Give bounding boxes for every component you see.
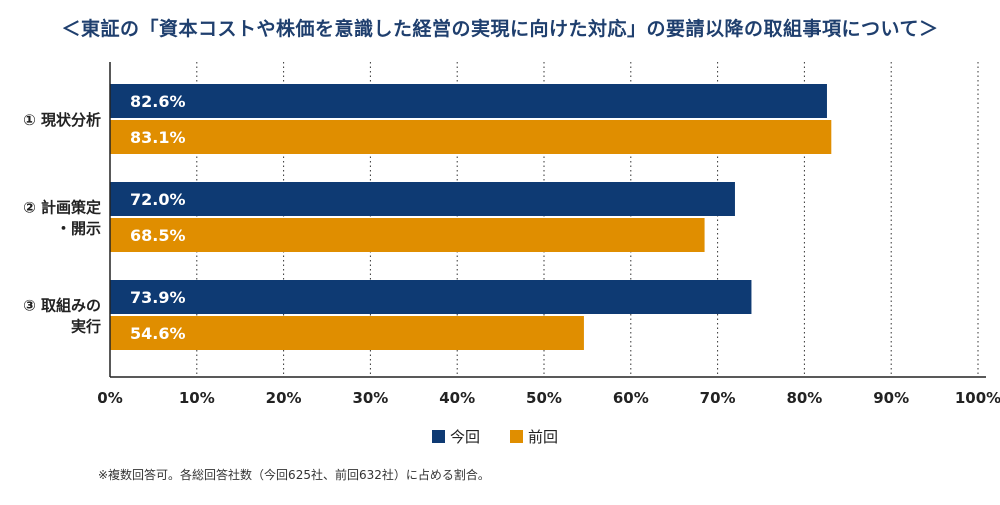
bar-current [110, 84, 827, 118]
legend-label: 前回 [528, 428, 558, 446]
bar-previous [110, 120, 832, 154]
x-tick-label: 60% [613, 389, 649, 407]
bar-value-label: 83.1% [130, 128, 186, 147]
bar-previous [110, 218, 705, 252]
x-tick-label: 50% [526, 389, 562, 407]
bar-value-label: 54.6% [130, 324, 186, 343]
x-tick-label: 40% [439, 389, 475, 407]
x-tick-label: 100% [955, 389, 1000, 407]
bar-value-label: 73.9% [130, 288, 186, 307]
legend-label: 今回 [450, 428, 480, 446]
bar-value-label: 82.6% [130, 92, 186, 111]
x-tick-label: 80% [786, 389, 822, 407]
x-tick-label: 30% [352, 389, 388, 407]
x-tick-label: 20% [266, 389, 302, 407]
bar-current [110, 182, 735, 216]
chart-title: ＜東証の「資本コストや株価を意識した経営の実現に向けた対応」の要請以降の取組事項… [61, 18, 939, 40]
x-tick-label: 0% [97, 389, 122, 407]
bar-value-label: 72.0% [130, 190, 186, 209]
x-tick-label: 70% [700, 389, 736, 407]
category-label: ① 現状分析 [23, 111, 101, 129]
category-label: ② 計画策定 [23, 199, 101, 217]
category-label: ・開示 [56, 220, 101, 238]
legend-swatch [432, 430, 445, 443]
bar-current [110, 280, 752, 314]
chart-footnote: ※複数回答可。各総回答社数（今回625社、前回632社）に占める割合。 [98, 468, 490, 482]
category-label: 実行 [71, 318, 101, 336]
bar-previous [110, 316, 584, 350]
bar-value-label: 68.5% [130, 226, 186, 245]
x-tick-label: 10% [179, 389, 215, 407]
category-label: ③ 取組みの [23, 297, 101, 315]
legend-swatch [510, 430, 523, 443]
x-tick-label: 90% [873, 389, 909, 407]
